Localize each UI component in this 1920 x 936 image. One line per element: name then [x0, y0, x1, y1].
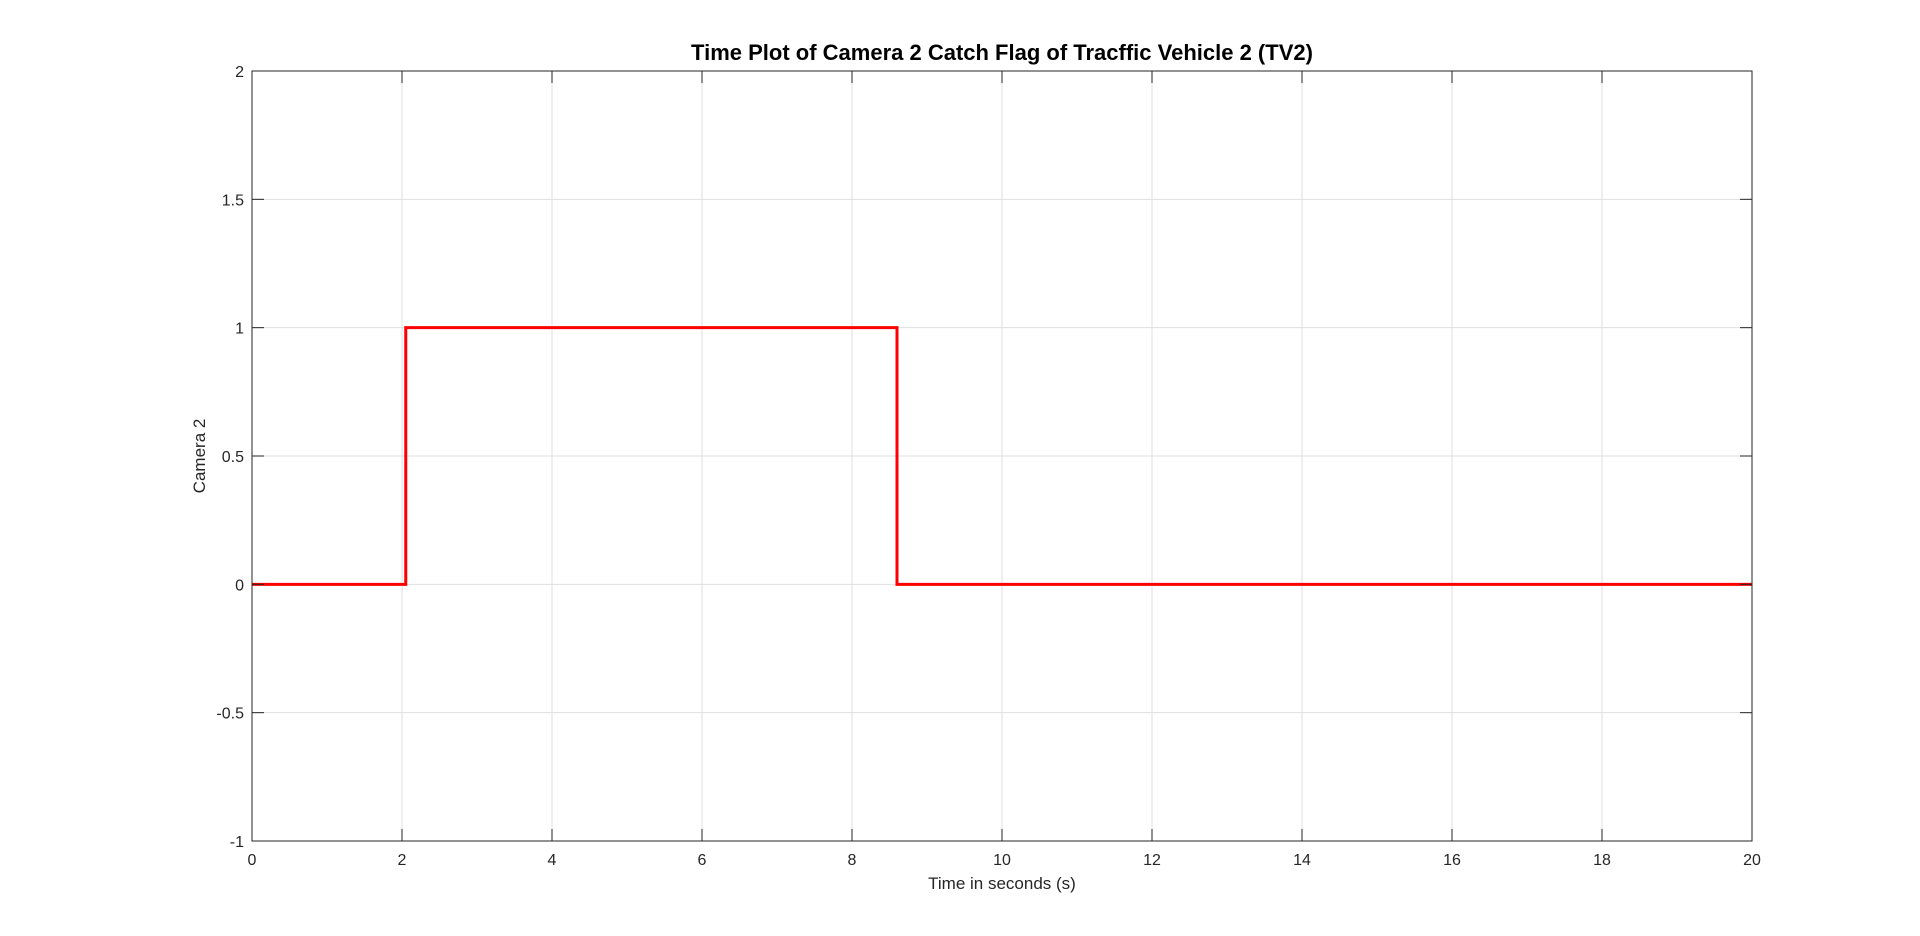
x-tick-label: 18 [1593, 852, 1611, 869]
y-tick-label: 1.5 [222, 192, 244, 209]
series-line [252, 326, 1752, 586]
x-tick-label: 0 [248, 852, 257, 869]
tick-labels: 0 2 4 6 8 10 12 14 16 18 20 -1 -0.5 0 0.5 1 1.5 2 [216, 64, 1761, 869]
x-tick-label: 4 [548, 852, 557, 869]
y-tick-label: 2 [235, 64, 244, 81]
x-tick-label: 14 [1293, 852, 1311, 869]
y-tick-label: 1 [235, 321, 244, 338]
y-axis-label: Camera 2 [190, 419, 209, 494]
x-tick-label: 12 [1143, 852, 1161, 869]
y-tick-label: 0 [235, 577, 244, 594]
x-tick-label: 20 [1743, 852, 1761, 869]
axis-ticks [251, 70, 1753, 842]
x-tick-label: 2 [398, 852, 407, 869]
x-tick-label: 8 [848, 852, 857, 869]
y-tick-label: -1 [230, 834, 244, 851]
x-tick-label: 16 [1443, 852, 1461, 869]
series-lines [252, 326, 1752, 586]
x-axis-label: Time in seconds (s) [928, 874, 1076, 893]
y-tick-label: -0.5 [216, 706, 244, 723]
x-tick-label: 10 [993, 852, 1011, 869]
y-tick-label: 0.5 [222, 449, 244, 466]
x-tick-label: 6 [698, 852, 707, 869]
chart-title: Time Plot of Camera 2 Catch Flag of Trac… [691, 40, 1313, 65]
